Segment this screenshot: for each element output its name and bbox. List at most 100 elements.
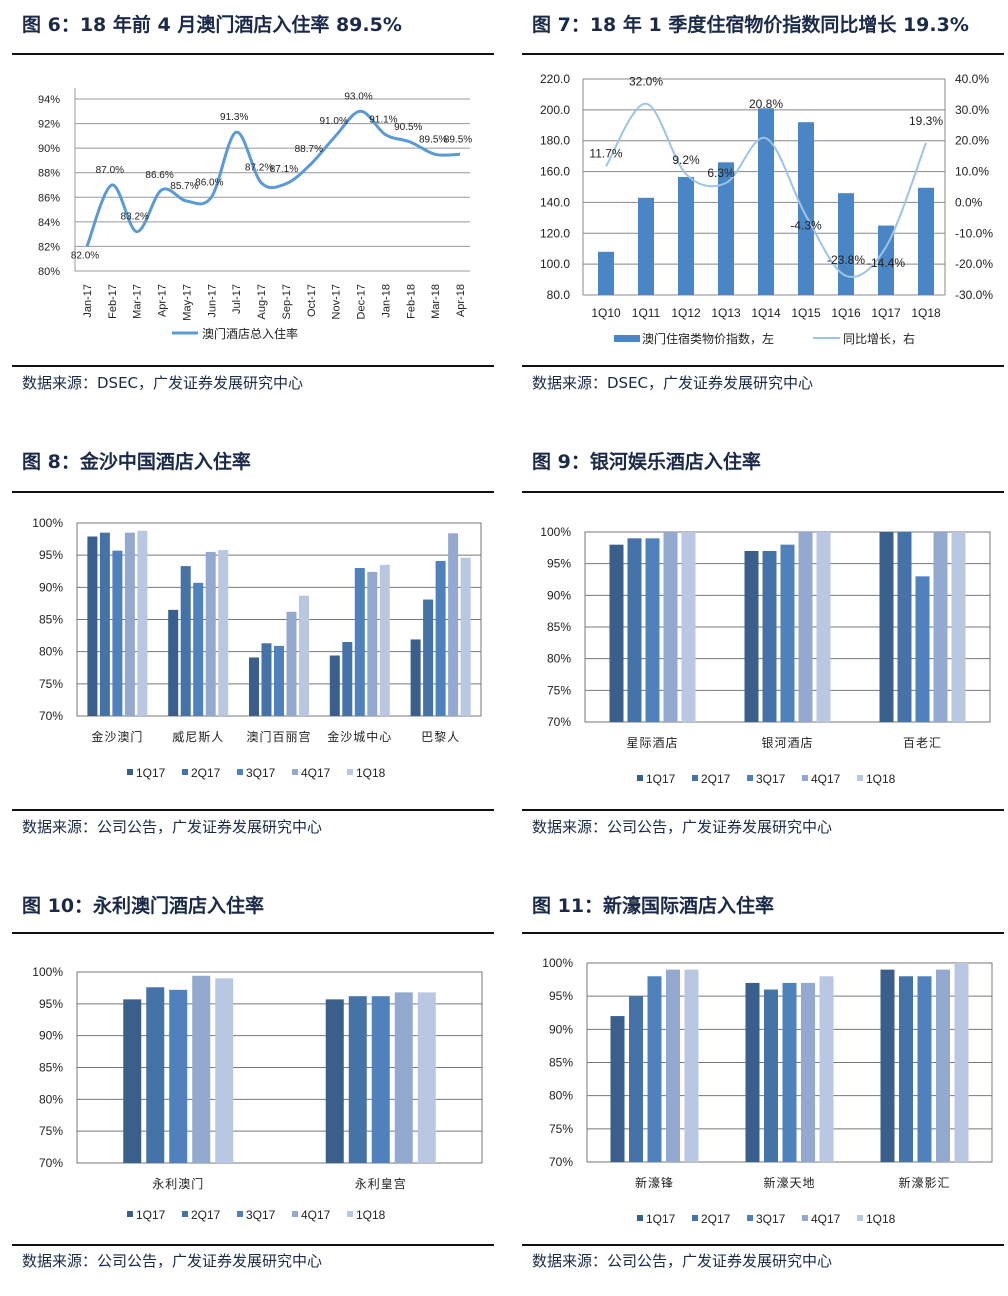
bar (954, 963, 969, 1162)
y-left-tick-label: 140.0 (540, 195, 570, 209)
figure-6-title: 图 6：18 年前 4 月澳门酒店入住率 89.5% (22, 14, 402, 36)
y-tick-label: 85% (39, 1061, 63, 1075)
bar (782, 982, 797, 1162)
data-label: 9.2% (672, 153, 700, 167)
bar (180, 566, 191, 716)
y-left-tick-label: 180.0 (540, 134, 570, 148)
bar (192, 975, 211, 1163)
legend-swatch (857, 1215, 863, 1221)
y-tick-label: 85% (549, 1056, 573, 1070)
legend-label: 4Q17 (811, 1212, 841, 1226)
data-label: 91.0% (319, 116, 347, 127)
bar (394, 992, 413, 1163)
bar (218, 550, 229, 716)
legend-swatch (692, 775, 698, 781)
y-tick-label: 90% (38, 143, 60, 155)
y-tick-label: 85% (547, 620, 571, 634)
bar (215, 978, 234, 1163)
figure-6-top-rule (12, 53, 494, 55)
bar (371, 996, 390, 1163)
data-label: 86.0% (195, 177, 223, 188)
data-label: 87.0% (96, 165, 124, 176)
bar (367, 571, 378, 716)
data-label: 87.2% (245, 163, 273, 174)
figure-9-top-rule (522, 491, 1004, 493)
y-tick-label: 95% (39, 997, 63, 1011)
x-tick-label: Jan-18 (380, 284, 392, 318)
data-label: 87.1% (270, 164, 298, 175)
bar (193, 582, 204, 716)
legend-label: 1Q18 (866, 1212, 896, 1226)
bar (917, 976, 932, 1162)
bar (816, 532, 831, 722)
y-tick-label: 80% (549, 1089, 573, 1103)
x-tick-label: 星际酒店 (626, 736, 678, 750)
legend-label: 澳门酒店总入住率 (202, 326, 298, 341)
legend-label: 3Q17 (246, 766, 276, 780)
x-tick-label: 银河酒店 (761, 736, 813, 750)
bar (329, 655, 340, 716)
figure-8-bottom-rule (12, 809, 494, 811)
y-tick-label: 80% (38, 266, 60, 278)
x-tick-label: 1Q17 (871, 306, 901, 320)
bar (918, 187, 934, 295)
y-tick-label: 95% (547, 557, 571, 571)
data-label: 88.7% (295, 144, 323, 155)
bar (146, 987, 165, 1163)
legend-label: 1Q18 (356, 1208, 386, 1222)
y-tick-label: 90% (39, 580, 63, 594)
legend-swatch (747, 1215, 753, 1221)
data-label: 85.7% (170, 181, 198, 192)
plot-border (76, 971, 483, 1164)
data-label: 91.3% (220, 112, 248, 123)
figure-11-top-rule (522, 932, 1004, 934)
data-label: 11.7% (589, 146, 622, 160)
bar (609, 544, 624, 722)
y-left-tick-label: 160.0 (540, 165, 570, 179)
y-left-tick-label: 120.0 (540, 226, 570, 240)
figure-7-bottom-rule (522, 365, 1004, 367)
x-tick-label: 新濠影汇 (898, 1175, 950, 1190)
y-tick-label: 86% (38, 192, 60, 204)
y-tick-label: 70% (39, 709, 63, 723)
x-tick-label: Sep-17 (281, 284, 293, 319)
data-label: 19.3% (909, 114, 943, 128)
bar (354, 568, 365, 716)
y-tick-label: 100% (542, 956, 573, 970)
x-tick-label: 1Q11 (632, 306, 661, 320)
x-tick-label: Apr-18 (455, 284, 467, 317)
figure-8-title: 图 8：金沙中国酒店入住率 (22, 451, 251, 473)
legend-label: 1Q17 (646, 1212, 676, 1226)
bar (379, 564, 390, 716)
y-tick-label: 100% (540, 525, 571, 539)
x-tick-label: 新濠锋 (635, 1175, 674, 1190)
x-tick-label: Nov-17 (331, 284, 343, 319)
y-tick-label: 70% (39, 1156, 63, 1170)
bar (261, 643, 272, 716)
bar (325, 999, 344, 1163)
bar (417, 992, 436, 1163)
figure-6-bottom-rule (12, 365, 494, 367)
legend-swatch (292, 769, 298, 775)
bar (764, 989, 778, 1162)
bar (933, 532, 948, 722)
x-tick-label: 1Q18 (911, 306, 941, 320)
x-tick-label: 1Q12 (671, 306, 701, 320)
bar (684, 969, 699, 1162)
legend-label: 澳门住宿类物价指数，左 (642, 331, 774, 346)
bar (169, 989, 188, 1163)
bar (744, 551, 759, 722)
data-label: 89.5% (419, 134, 447, 145)
bar (87, 536, 98, 716)
legend-swatch (127, 769, 133, 775)
legend-swatch (237, 769, 243, 775)
data-label: -23.8% (827, 253, 865, 267)
x-tick-label: Mar-17 (132, 284, 144, 319)
series-line (85, 109, 461, 247)
y-tick-label: 84% (38, 217, 60, 229)
x-tick-label: Aug-17 (256, 284, 268, 319)
y-tick-label: 95% (39, 548, 63, 562)
